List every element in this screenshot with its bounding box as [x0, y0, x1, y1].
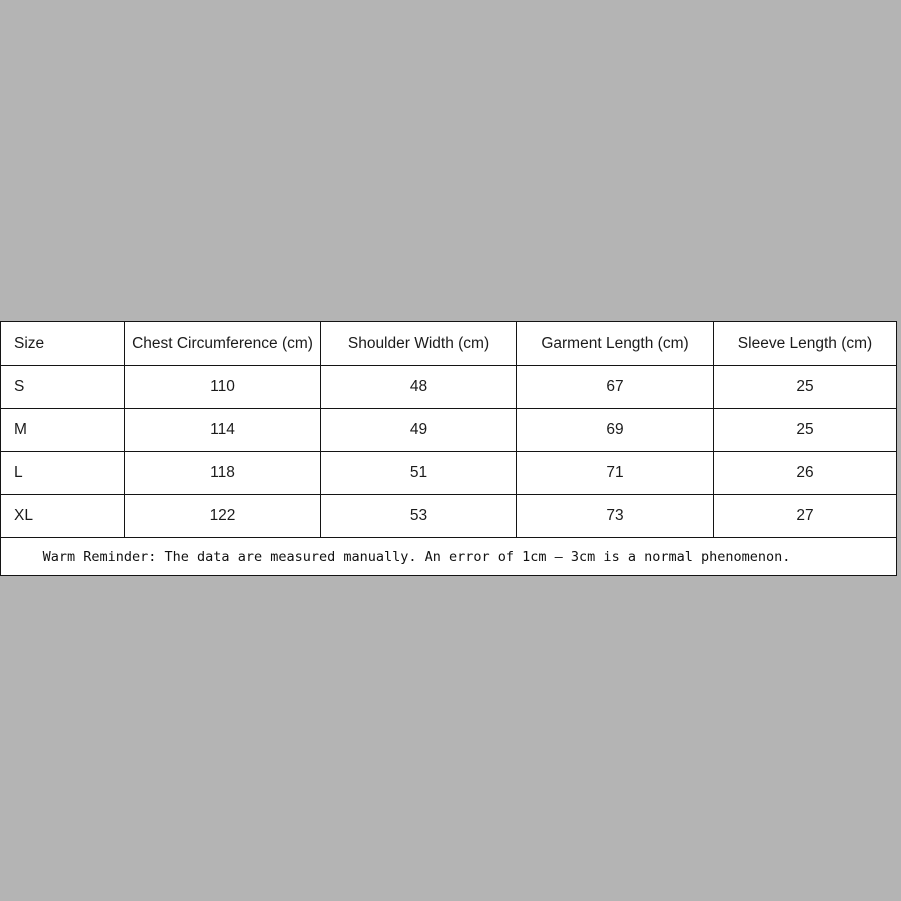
column-header-sleeve-length: Sleeve Length (cm) — [713, 321, 897, 366]
cell-chest-circumference: 118 — [124, 451, 321, 495]
cell-garment-length: 67 — [516, 365, 714, 409]
size-chart: Size Chest Circumference (cm) Shoulder W… — [0, 321, 897, 576]
cell-shoulder-width: 49 — [320, 408, 517, 452]
cell-sleeve-length: 27 — [713, 494, 897, 538]
cell-sleeve-length: 26 — [713, 451, 897, 495]
cell-shoulder-width: 48 — [320, 365, 517, 409]
table-row-m: M 114 49 69 25 — [0, 408, 897, 452]
column-header-chest-circumference: Chest Circumference (cm) — [124, 321, 321, 366]
cell-chest-circumference: 114 — [124, 408, 321, 452]
table-row-xl: XL 122 53 73 27 — [0, 494, 897, 538]
cell-garment-length: 69 — [516, 408, 714, 452]
cell-size: M — [0, 408, 125, 452]
table-header-row: Size Chest Circumference (cm) Shoulder W… — [0, 321, 897, 366]
column-header-garment-length: Garment Length (cm) — [516, 321, 714, 366]
cell-chest-circumference: 110 — [124, 365, 321, 409]
cell-shoulder-width: 51 — [320, 451, 517, 495]
reminder-note: Warm Reminder: The data are measured man… — [0, 537, 897, 576]
cell-shoulder-width: 53 — [320, 494, 517, 538]
cell-size: L — [0, 451, 125, 495]
cell-garment-length: 71 — [516, 451, 714, 495]
cell-size: XL — [0, 494, 125, 538]
cell-sleeve-length: 25 — [713, 408, 897, 452]
cell-sleeve-length: 25 — [713, 365, 897, 409]
size-table: Size Chest Circumference (cm) Shoulder W… — [0, 321, 897, 576]
column-header-shoulder-width: Shoulder Width (cm) — [320, 321, 517, 366]
table-row-l: L 118 51 71 26 — [0, 451, 897, 495]
cell-garment-length: 73 — [516, 494, 714, 538]
cell-size: S — [0, 365, 125, 409]
table-row-s: S 110 48 67 25 — [0, 365, 897, 409]
table-note-row: Warm Reminder: The data are measured man… — [0, 537, 897, 576]
column-header-size: Size — [0, 321, 125, 366]
cell-chest-circumference: 122 — [124, 494, 321, 538]
